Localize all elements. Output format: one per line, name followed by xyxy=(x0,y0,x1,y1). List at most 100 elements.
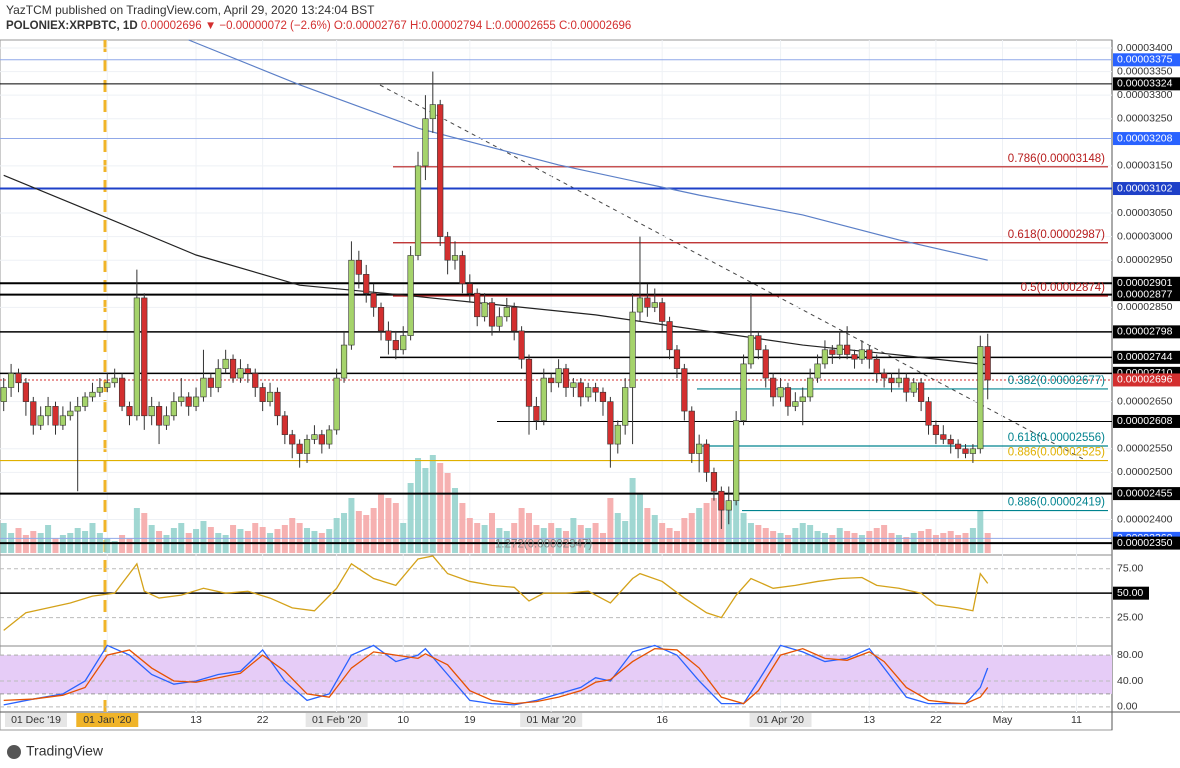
y-tick-label: 75.00 xyxy=(1117,563,1143,575)
candle-body xyxy=(881,373,888,379)
x-tick-box xyxy=(749,713,812,727)
volume-bar xyxy=(636,493,643,553)
level-box xyxy=(1113,414,1180,428)
volume-bar xyxy=(378,493,385,553)
volume-bar xyxy=(881,525,888,553)
candle-body xyxy=(518,330,525,360)
level-label: 0.00002798 xyxy=(1117,326,1173,338)
volume-bar xyxy=(0,523,7,553)
candle-body xyxy=(126,406,133,417)
volume-bar xyxy=(607,498,614,553)
fib-label: 0.382(0.00002677) xyxy=(1008,375,1105,387)
x-tick-label: 01 Dec '19 xyxy=(11,714,61,726)
volume-bar xyxy=(67,533,74,553)
volume-bar xyxy=(444,473,451,553)
candle-body xyxy=(592,387,599,393)
candle-body xyxy=(585,387,592,398)
level-label: 0.00003375 xyxy=(1117,54,1173,66)
volume-bar xyxy=(170,528,177,553)
candle-body xyxy=(118,377,126,407)
candle-body xyxy=(200,377,207,398)
candle-body xyxy=(474,292,481,318)
y-tick-label: 0.00003350 xyxy=(1117,65,1173,77)
level-box xyxy=(1113,288,1180,302)
candle-body xyxy=(148,406,155,417)
x-tick-box xyxy=(305,713,368,727)
candle-body xyxy=(185,396,192,407)
candle-body xyxy=(7,373,15,388)
volume-bar xyxy=(644,508,651,553)
volume-bar xyxy=(666,528,673,553)
candle-body xyxy=(858,349,866,360)
volume-bar xyxy=(777,533,784,553)
candle-body xyxy=(237,368,244,379)
volume-bar xyxy=(311,531,318,553)
candle-body xyxy=(777,387,784,398)
y-tick-label: 0.00002550 xyxy=(1117,443,1173,455)
candle-body xyxy=(104,382,111,388)
volume-bar xyxy=(533,525,540,553)
volume-bar xyxy=(747,523,754,553)
candle-body xyxy=(44,406,52,417)
candle-body xyxy=(784,387,792,407)
volume-bar xyxy=(370,508,377,553)
watermark: TradingView xyxy=(7,743,104,759)
candle-body xyxy=(429,104,436,120)
candle-body xyxy=(614,424,621,445)
volume-bar xyxy=(481,525,488,553)
symbol-info: POLONIEX:XRPBTC, 1D 0.00002696 ▼ −0.0000… xyxy=(6,20,631,32)
candle-body xyxy=(111,377,118,384)
candle-body xyxy=(659,302,666,322)
volume-bar xyxy=(873,528,880,553)
candle-body xyxy=(718,490,725,511)
candle-body xyxy=(259,387,266,402)
volume-bar xyxy=(503,531,510,553)
candle-body xyxy=(377,307,385,332)
candle-body xyxy=(229,358,237,379)
candle-body xyxy=(607,401,614,445)
volume-bar xyxy=(673,531,680,553)
x-tick-box xyxy=(520,713,583,727)
x-tick-label: 22 xyxy=(930,714,942,726)
moving-average xyxy=(3,174,988,366)
x-tick-label: May xyxy=(993,714,1014,726)
candle-body xyxy=(81,396,89,407)
volume-bar xyxy=(37,533,44,553)
volume-bar xyxy=(710,498,717,553)
candle-body xyxy=(733,420,740,501)
volume-bar xyxy=(156,531,163,553)
candle-body xyxy=(444,236,451,261)
level-box xyxy=(1113,276,1180,290)
y-tick-label: 0.00002500 xyxy=(1117,466,1173,478)
volume-bar xyxy=(814,531,821,553)
y-tick-label: 0.00003000 xyxy=(1117,230,1173,242)
volume-bar xyxy=(888,533,895,553)
candle-body xyxy=(799,396,806,402)
volume-bar xyxy=(45,525,52,553)
moving-average xyxy=(188,39,988,261)
candle-body xyxy=(222,358,229,369)
volume-bar xyxy=(185,533,192,553)
level-box xyxy=(1113,53,1180,67)
ohlc-open: O:0.00002767 xyxy=(333,20,407,32)
volume-bar xyxy=(207,527,214,553)
volume-bar xyxy=(762,528,769,553)
volume-bar xyxy=(614,513,621,553)
volume-bar xyxy=(178,523,185,553)
indicator-line xyxy=(3,644,989,706)
candle-body xyxy=(910,382,917,393)
candle-body xyxy=(540,377,547,421)
fib-label: 0.618(0.00002987) xyxy=(1008,229,1105,241)
level-label: 0.00002901 xyxy=(1117,277,1173,289)
volume-bar xyxy=(836,528,843,553)
level-box xyxy=(1113,77,1180,91)
y-tick-label: 50.00 xyxy=(1117,587,1143,599)
candle-body xyxy=(348,259,355,346)
volume-bar xyxy=(422,468,429,553)
candle-body xyxy=(370,292,377,308)
volume-bar xyxy=(955,535,962,553)
candle-body xyxy=(962,448,969,454)
candle-body xyxy=(903,377,910,393)
volume-bar xyxy=(296,523,303,553)
